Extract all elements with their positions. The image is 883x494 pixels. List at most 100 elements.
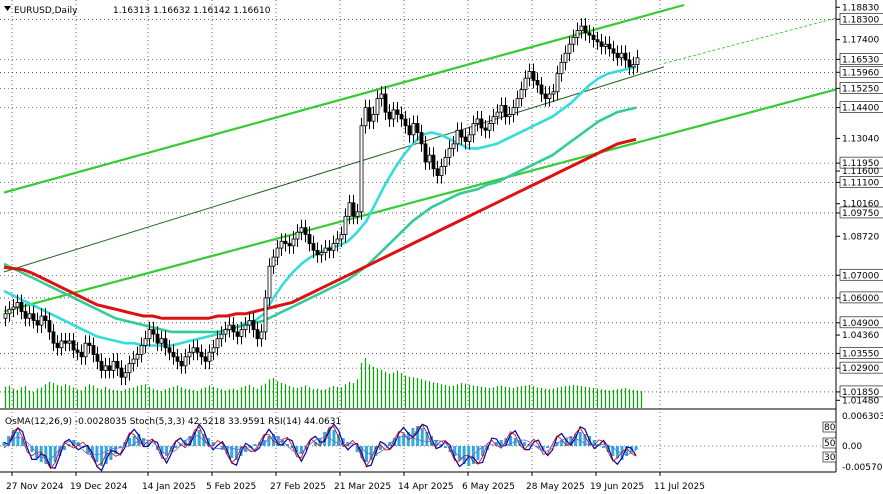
candle-body [403, 118, 408, 127]
candle-body [59, 340, 64, 349]
collapse-arrow-icon[interactable] [4, 6, 11, 11]
channel-line [3, 3, 685, 194]
candle-body [15, 302, 20, 308]
candle-body [35, 320, 40, 326]
candle-body [255, 329, 260, 340]
candle-body [163, 338, 168, 349]
candle-body [587, 32, 592, 36]
stoch-main-line [3, 423, 637, 472]
x-tick-label: 6 May 2025 [462, 482, 515, 492]
candle-body [179, 360, 184, 367]
osc-scale-label: -0.005702 [842, 463, 883, 473]
candle-body [135, 354, 140, 360]
candle-body [351, 202, 356, 217]
candle-body [563, 52, 568, 63]
level-box [839, 101, 883, 113]
candle-body [623, 52, 628, 61]
candle-body [191, 347, 196, 353]
candle-body [271, 256, 276, 267]
candle-body [103, 365, 108, 371]
candle-body [243, 324, 248, 331]
candle-body [635, 57, 640, 65]
y-tick-label: 1.09750 [842, 209, 879, 219]
candle-body [595, 39, 600, 43]
candle-body [375, 98, 380, 115]
candle-body [63, 340, 68, 344]
grid-lines [0, 0, 836, 470]
candle-body [127, 363, 132, 374]
x-tick-label: 27 Nov 2024 [6, 482, 64, 492]
candle-body [627, 59, 632, 68]
y-tick-label: 1.11100 [842, 178, 879, 188]
candle-body [291, 238, 296, 247]
candle-body [579, 25, 584, 31]
candle-body [619, 52, 624, 59]
candle-body [131, 358, 136, 364]
candle-body [407, 125, 412, 136]
osc-level-box [822, 451, 837, 463]
candle-body [251, 320, 256, 331]
candle-body [95, 354, 100, 362]
y-tick-label: 1.16530 [842, 55, 879, 65]
candle-body [319, 252, 324, 256]
candle-body [507, 114, 512, 118]
candle-body [287, 243, 292, 247]
candle-body [207, 351, 212, 362]
candle-body [187, 351, 192, 358]
candle-body [475, 118, 480, 124]
y-tick-label: 1.07000 [842, 271, 879, 281]
y-tick-label: 1.04360 [842, 331, 879, 341]
chart-header: EURUSD,Daily 1.16313 1.16632 1.16142 1.1… [4, 6, 271, 16]
candle-body [395, 109, 400, 115]
candle-body [583, 25, 588, 34]
x-tick-label: 27 Feb 2025 [270, 482, 326, 492]
y-tick-label: 1.11600 [842, 167, 879, 177]
ema_mid-line [3, 106, 637, 334]
level-box [839, 82, 883, 94]
x-tick-label: 28 May 2025 [526, 482, 585, 492]
candle-body [227, 324, 232, 331]
candle-body [199, 351, 204, 358]
candle-body [23, 311, 28, 319]
price-candles [3, 18, 640, 386]
candle-body [175, 356, 180, 362]
candle-body [47, 320, 52, 333]
candle-body [67, 340, 72, 344]
candle-body [511, 107, 516, 115]
candle-body [423, 143, 428, 163]
oscillator-header: OsMA(12,26,9) -0.0028035 Stoch(5,3,3) 42… [5, 417, 341, 427]
candle-body [315, 249, 320, 256]
candle-body [415, 123, 420, 133]
oscillator-panel [0, 408, 836, 472]
candle-body [491, 116, 496, 124]
candle-body [503, 104, 508, 118]
candle-body [279, 240, 284, 249]
candle-body [327, 247, 332, 251]
level-box [839, 268, 883, 281]
y-tick-label: 1.10160 [842, 200, 879, 210]
osc-level-box [822, 421, 837, 433]
candle-body [115, 360, 120, 369]
candle-body [83, 342, 88, 358]
level-box [839, 12, 883, 25]
x-tick-label: 5 Feb 2025 [206, 482, 256, 492]
level-box [839, 156, 883, 169]
candle-body [223, 329, 228, 335]
candle-body [55, 342, 60, 349]
candle-body [455, 129, 460, 145]
osc-level-label: 30 [824, 453, 836, 463]
level-box [839, 206, 883, 219]
y-tick-label: 1.01850 [842, 388, 879, 398]
candle-body [399, 114, 404, 120]
symbol-label: EURUSD,Daily [14, 6, 78, 16]
candle-body [335, 238, 340, 244]
candle-body [387, 111, 392, 120]
candle-body [231, 324, 236, 333]
candle-body [515, 98, 520, 109]
candle-body [611, 48, 616, 54]
candle-body [311, 243, 316, 251]
candle-body [527, 70, 532, 79]
candle-body [487, 123, 492, 131]
candle-body [195, 347, 200, 353]
